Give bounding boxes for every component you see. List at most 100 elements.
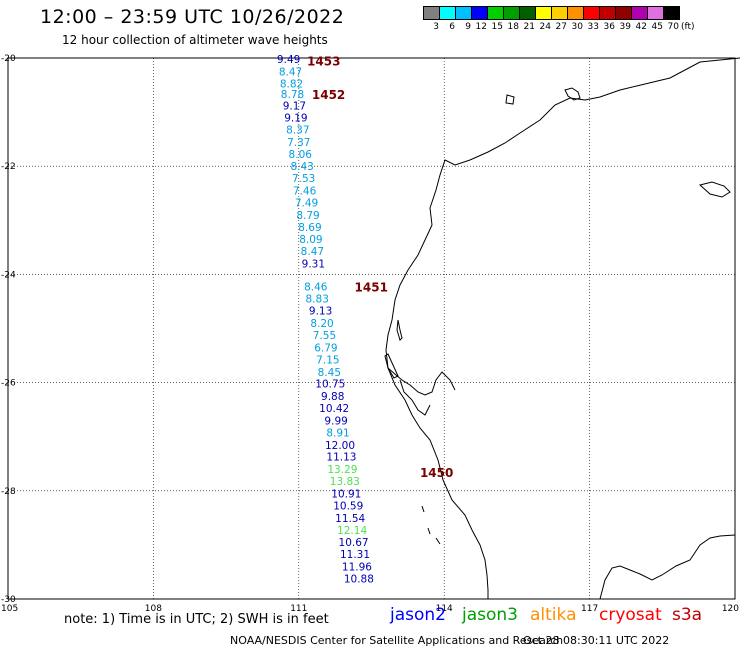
wave-height-value: 9.17	[283, 101, 306, 113]
wave-height-value: 8.37	[286, 124, 309, 136]
wave-height-value: 7.55	[313, 330, 336, 342]
satellite-label-jason3: jason3	[462, 605, 518, 625]
wave-height-legend: 3 6 9 12 15 18 21 24 27 30 33 36 39 42 45 70 (ft)	[423, 6, 695, 32]
dirk-hartog-island	[384, 353, 399, 379]
wave-height-value: 10.88	[344, 573, 374, 585]
note-text: note: 1) Time is in UTC; 2) SWH is in fe…	[64, 612, 329, 627]
wave-height-value: 11.96	[342, 562, 372, 574]
wave-height-value: 6.79	[314, 342, 337, 354]
wave-height-value: 8.83	[306, 294, 329, 306]
pass-label: 1451	[355, 280, 388, 294]
longitude-label: 120	[722, 604, 739, 614]
wave-height-value: 12.14	[337, 525, 367, 537]
satellite-label-s3a: s3a	[672, 605, 703, 625]
wave-height-value: 8.47	[279, 67, 302, 79]
wave-height-value: 9.99	[324, 415, 347, 427]
legend-label: 24	[539, 22, 551, 32]
page-title: 12:00 – 23:59 UTC 10/26/2022	[40, 6, 345, 28]
longitude-label: 117	[581, 604, 598, 614]
wave-height-value: 7.15	[316, 354, 339, 366]
wave-height-value: 8.09	[299, 234, 322, 246]
wave-height-value: 8.20	[310, 318, 333, 330]
satellite-passes: 1453 1452 1451 1450	[307, 55, 453, 480]
legend-swatches	[423, 6, 695, 20]
legend-units: (ft)	[681, 22, 695, 32]
latitude-label: -20	[1, 54, 16, 64]
latitude-labels: -20 -22 -24 -26 -28 -30	[1, 54, 16, 605]
page-subtitle: 12 hour collection of altimeter wave hei…	[62, 33, 328, 47]
abrolhos-islands	[421, 505, 441, 545]
legend-label: 33	[587, 22, 599, 32]
south-east-coast	[599, 534, 736, 600]
legend-label: 6	[449, 22, 455, 32]
legend-label: 3	[433, 22, 439, 32]
wave-height-value: 11.13	[326, 452, 356, 464]
map-grid	[8, 58, 735, 599]
wave-height-value: 8.43	[290, 161, 313, 173]
bernier-island	[396, 319, 403, 341]
pass-label: 1450	[420, 466, 453, 480]
wave-height-value: 10.91	[331, 489, 361, 501]
wave-height-value: 8.69	[298, 222, 321, 234]
wave-height-value: 8.06	[289, 149, 313, 161]
wave-height-value: 8.45	[318, 367, 341, 379]
wave-height-value: 9.88	[321, 391, 344, 403]
wave-height-value: 7.37	[287, 137, 310, 149]
pass-label: 1452	[312, 88, 345, 102]
legend-swatch	[663, 6, 680, 20]
east-island	[698, 181, 731, 198]
generated-timestamp: Oct 28 08:30:11 UTC 2022	[523, 634, 670, 647]
barrow-island	[505, 94, 515, 105]
credit-text: NOAA/NESDIS Center for Satellite Applica…	[230, 634, 564, 647]
wave-height-value: 8.78	[281, 89, 304, 101]
wave-height-value: 11.31	[340, 549, 370, 561]
dampier-islands	[564, 87, 581, 101]
shark-bay-inner	[399, 379, 431, 416]
wave-height-value: 8.82	[280, 78, 303, 90]
wave-height-value: 11.54	[335, 513, 365, 525]
latitude-label: -24	[1, 270, 16, 280]
wave-height-value: 8.79	[296, 210, 319, 222]
longitude-label: 111	[290, 604, 307, 614]
wave-height-value: 7.49	[295, 197, 318, 209]
legend-label: 39	[619, 22, 631, 32]
wave-height-value: 7.46	[293, 186, 317, 198]
coastline	[384, 57, 740, 600]
satellite-label-altika: altika	[530, 605, 577, 625]
pass-label: 1453	[307, 55, 340, 69]
coastline-main	[385, 57, 740, 599]
wave-height-value: 12.00	[325, 440, 355, 452]
wave-height-value: 8.47	[301, 246, 324, 258]
wave-height-measurements: 9.498.478.828.789.179.198.377.378.068.43…	[277, 54, 374, 585]
legend-label: 12	[475, 22, 487, 32]
wave-height-value: 13.83	[330, 476, 360, 488]
wave-height-value: 10.59	[333, 500, 363, 512]
shark-bay	[387, 367, 456, 396]
latitude-label: -30	[1, 595, 16, 605]
legend-label: 70	[667, 22, 679, 32]
wave-height-value: 9.49	[277, 54, 300, 66]
latitude-label: -22	[1, 162, 16, 172]
longitude-label: 108	[145, 604, 162, 614]
legend-label: 21	[523, 22, 535, 32]
legend-labels: 3 6 9 12 15 18 21 24 27 30 33 36 39 42 45 70 (ft)	[423, 22, 695, 32]
wave-height-value: 10.67	[339, 537, 369, 549]
wave-height-value: 7.53	[292, 173, 315, 185]
wave-height-value: 9.31	[302, 259, 325, 271]
legend-label: 45	[651, 22, 663, 32]
longitude-labels: 105 108 111 114 117 120	[1, 604, 739, 614]
map-frame	[7, 57, 736, 600]
wave-height-value: 13.29	[327, 464, 357, 476]
satellite-label-cryosat: cryosat	[599, 605, 662, 625]
latitude-label: -28	[1, 487, 16, 497]
legend-label: 18	[507, 22, 519, 32]
legend-label: 30	[571, 22, 583, 32]
wave-height-value: 10.42	[319, 403, 349, 415]
legend-label: 9	[465, 22, 471, 32]
wave-height-value: 8.91	[326, 427, 349, 439]
legend-label: 15	[491, 22, 503, 32]
satellite-label-jason2: jason2	[390, 605, 446, 625]
wave-height-value: 9.19	[284, 113, 307, 125]
longitude-label: 114	[436, 604, 453, 614]
